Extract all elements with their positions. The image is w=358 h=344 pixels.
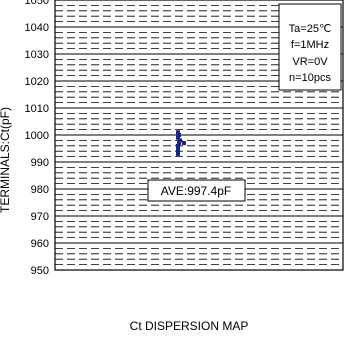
data-point — [176, 149, 180, 154]
data-point — [178, 138, 182, 143]
data-point — [176, 151, 180, 156]
y-tick-label: 980 — [31, 184, 49, 196]
condition-voltage: VR=0V — [292, 56, 328, 68]
y-tick-label: 1010 — [25, 103, 49, 115]
plot-frame — [54, 0, 344, 271]
chart-title: Ct DISPERSION MAP — [130, 319, 249, 333]
y-tick-label: 1040 — [25, 22, 49, 34]
data-point — [176, 146, 180, 151]
condition-sample-count: n=10pcs — [289, 72, 331, 84]
y-tick-label: 1030 — [25, 49, 49, 61]
data-point — [176, 135, 180, 140]
y-tick-label: 970 — [31, 211, 49, 223]
y-tick-label: 960 — [31, 238, 49, 250]
y-axis-title: TERMINALS:Ct(pF) — [0, 107, 12, 213]
y-tick-label: 1000 — [25, 130, 49, 142]
data-point — [177, 133, 181, 137]
data-point — [176, 143, 180, 148]
y-tick-label: 950 — [31, 265, 49, 277]
condition-temperature: Ta=25℃ — [289, 23, 332, 35]
conditions-box-frame — [278, 3, 342, 91]
data-point — [182, 141, 186, 146]
data-points — [176, 130, 186, 156]
y-tick-label: 990 — [31, 157, 49, 169]
y-tick-labels: 950 960 970 980 990 1000 1010 1020 1030 1040 1050 — [25, 0, 49, 277]
average-box: AVE:997.4pF — [147, 179, 246, 202]
average-box-frame — [147, 179, 246, 202]
conditions-box: Ta=25℃ f=1MHz VR=0V n=10pcs — [278, 3, 342, 91]
condition-frequency: f=1MHz — [291, 39, 329, 51]
data-point — [177, 141, 181, 146]
y-tick-label: 1020 — [25, 76, 49, 88]
y-tick-label: 1050 — [25, 0, 49, 7]
data-point — [176, 130, 180, 135]
average-label: AVE:997.4pF — [161, 184, 232, 198]
